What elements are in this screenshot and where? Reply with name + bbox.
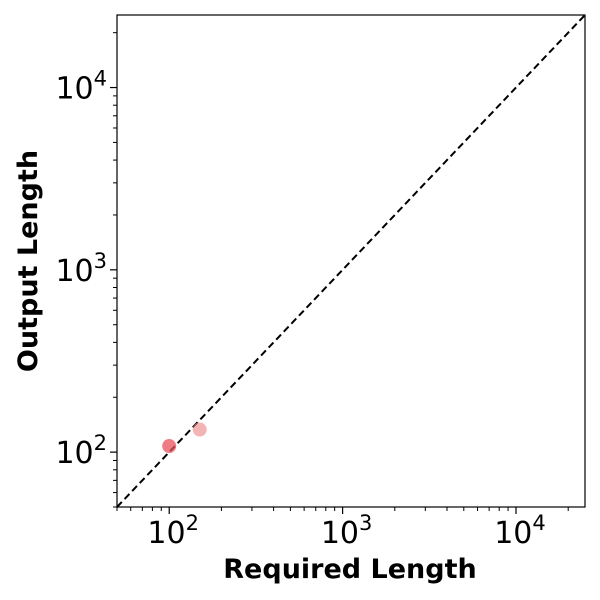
x-axis-title: Required Length (223, 554, 476, 585)
data-point (162, 439, 177, 454)
y-tick-label: 104 (55, 67, 107, 107)
identity-reference-line (116, 14, 586, 508)
tick-labels: 102 103 104 102 103 104 (55, 67, 545, 551)
major-ticks (110, 86, 517, 514)
y-tick-label: 102 (55, 431, 107, 471)
x-tick-label: 102 (147, 511, 199, 551)
y-tick-label: 103 (55, 249, 107, 289)
x-tick-label: 103 (321, 511, 373, 551)
x-tick-label: 104 (494, 511, 546, 551)
y-axis-title: Output Length (13, 150, 44, 372)
minor-ticks (113, 32, 569, 511)
data-point (192, 422, 207, 437)
data-points (162, 422, 207, 454)
plot-area-frame (116, 14, 586, 508)
